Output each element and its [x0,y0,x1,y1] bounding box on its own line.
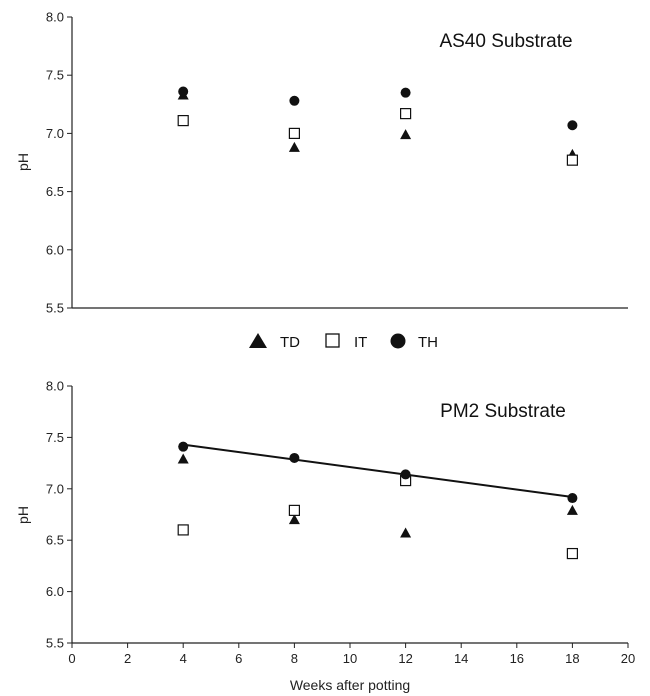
x-tick-label: 18 [565,651,579,666]
y-tick-label: 6.0 [46,584,64,599]
panel-title: PM2 Substrate [440,401,566,422]
legend-item-td: TD [249,333,300,351]
point-th [400,469,411,480]
x-tick-label: 8 [291,651,298,666]
point-th [400,87,411,98]
data-points [177,86,579,166]
point-it [288,504,300,516]
trendline-th [183,443,573,499]
y-tick-label: 6.0 [46,242,64,257]
y-axis-label: pH [15,153,31,171]
point-it [288,127,300,139]
point-td [566,504,578,515]
point-it [566,547,579,560]
panel-as40: AS40 Substrate pH 8.0 7.5 7.0 6.5 6.0 5.5 [15,10,628,316]
y-tick-label: 8.0 [46,379,64,394]
trendline-group [183,443,573,499]
x-tick-label: 4 [180,651,187,666]
x-tick-label: 2 [124,651,131,666]
point-th [178,86,189,97]
x-tick-label: 12 [398,651,412,666]
x-tick-label: 14 [454,651,468,666]
point-th [289,452,300,463]
legend-label-td: TD [280,334,300,351]
y-tick-label: 5.5 [46,301,64,316]
x-tick-label: 16 [510,651,524,666]
point-it [177,114,189,127]
point-it [400,108,412,120]
circle-marker-icon [390,333,406,349]
y-tick-label: 8.0 [46,10,64,25]
point-td [288,514,300,525]
y-ticks: 8.0 7.5 7.0 6.5 6.0 5.5 [46,379,72,651]
point-th [289,95,300,106]
point-td [288,141,300,152]
point-th [567,120,578,131]
legend-item-it: IT [325,333,367,351]
x-tick-label: 0 [68,651,75,666]
x-tick-label: 20 [621,651,635,666]
point-it [177,524,189,536]
data-points [177,441,579,560]
legend-item-th: TH [390,333,438,351]
point-td [177,453,189,464]
y-tick-label: 6.5 [46,533,64,548]
point-th [178,441,189,452]
point-td [400,527,412,538]
y-tick-label: 7.5 [46,430,64,445]
legend: TD IT TH [249,333,438,351]
y-ticks: 8.0 7.5 7.0 6.5 6.0 5.5 [46,10,72,316]
y-tick-label: 7.0 [46,481,64,496]
point-th [567,493,578,504]
y-tick-label: 7.0 [46,126,64,141]
point-td [400,129,412,140]
y-tick-label: 5.5 [46,636,64,651]
triangle-marker-icon [249,333,267,348]
square-marker-icon [325,333,340,348]
y-tick-label: 7.5 [46,68,64,83]
x-axis-label: Weeks after potting [290,677,410,693]
point-it [566,154,579,166]
x-ticks: 0 2 4 6 8 10 12 14 16 18 20 [68,643,635,666]
legend-label-th: TH [418,334,438,351]
x-tick-label: 6 [235,651,242,666]
legend-label-it: IT [354,334,367,351]
x-tick-label: 10 [343,651,357,666]
panel-title: AS40 Substrate [439,31,572,52]
y-axis-label: pH [15,506,31,524]
y-tick-label: 6.5 [46,184,64,199]
panel-pm2: PM2 Substrate pH Weeks after potting 8.0… [15,379,635,694]
